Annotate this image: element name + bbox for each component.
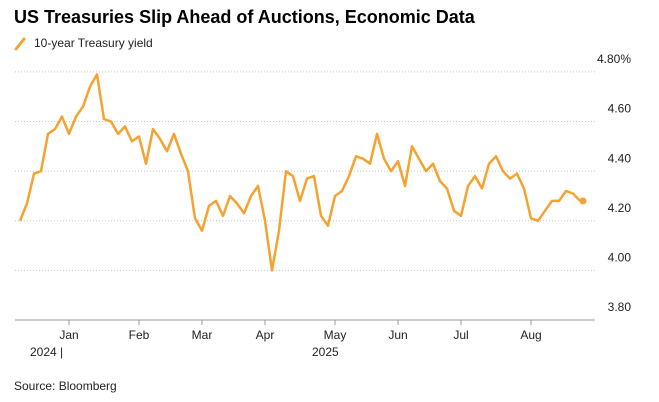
x-tick-label: Jul xyxy=(453,328,468,342)
last-point xyxy=(579,197,587,205)
y-tick-label: 4.40 xyxy=(608,151,632,165)
x-tick-label: Mar xyxy=(192,328,213,342)
x-tick-label: Apr xyxy=(256,328,275,342)
x-tick-label: Feb xyxy=(129,328,150,342)
x-tick-label: Jun xyxy=(388,328,407,342)
x-tick-label: Aug xyxy=(520,328,541,342)
y-tick-label: 4.00 xyxy=(608,251,632,265)
legend-label: 10-year Treasury yield xyxy=(34,36,153,50)
chart-title: US Treasuries Slip Ahead of Auctions, Ec… xyxy=(14,7,476,27)
y-tick-label: 3.80 xyxy=(608,300,632,314)
x-tick-label: May xyxy=(324,328,347,342)
y-tick-label: 4.20 xyxy=(608,201,632,215)
legend-icon xyxy=(14,37,26,51)
x-tick-label: Jan xyxy=(59,328,78,342)
y-tick-label: 4.60 xyxy=(608,102,632,116)
line xyxy=(18,73,581,272)
year-label: 2024 | xyxy=(30,345,63,359)
y-tick-label: 4.80% xyxy=(597,52,631,66)
source: Source: Bloomberg xyxy=(14,379,117,393)
year-label: 2025 xyxy=(312,345,339,359)
